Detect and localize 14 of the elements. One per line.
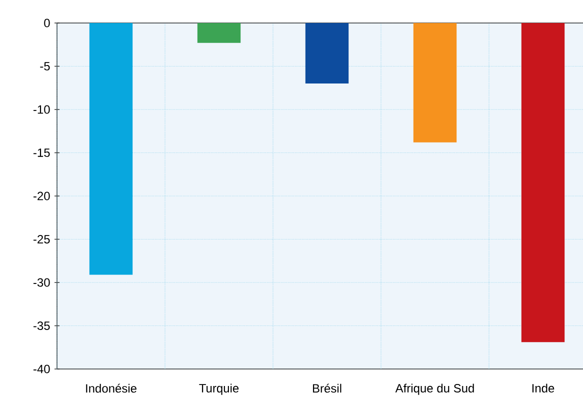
- x-tick-label: Afrique du Sud: [395, 384, 474, 395]
- x-tick-label: Turquie: [199, 384, 239, 395]
- x-tick-label: Brésil: [312, 384, 342, 393]
- y-tick-label: -40: [33, 364, 50, 374]
- y-tick-label: -20: [33, 192, 50, 200]
- x-tick-label: Indonésie: [86, 384, 136, 393]
- y-tick-label: -25: [33, 235, 50, 244]
- y-tick-label: 0: [44, 18, 50, 28]
- y-tick-label: -30: [33, 278, 50, 287]
- y-tick-label: -5: [40, 62, 50, 70]
- y-tick-label: -35: [33, 322, 50, 330]
- y-tick-label: -15: [33, 148, 50, 157]
- x-tick-label: Inde: [532, 384, 554, 393]
- y-tick-label: -10: [33, 105, 50, 114]
